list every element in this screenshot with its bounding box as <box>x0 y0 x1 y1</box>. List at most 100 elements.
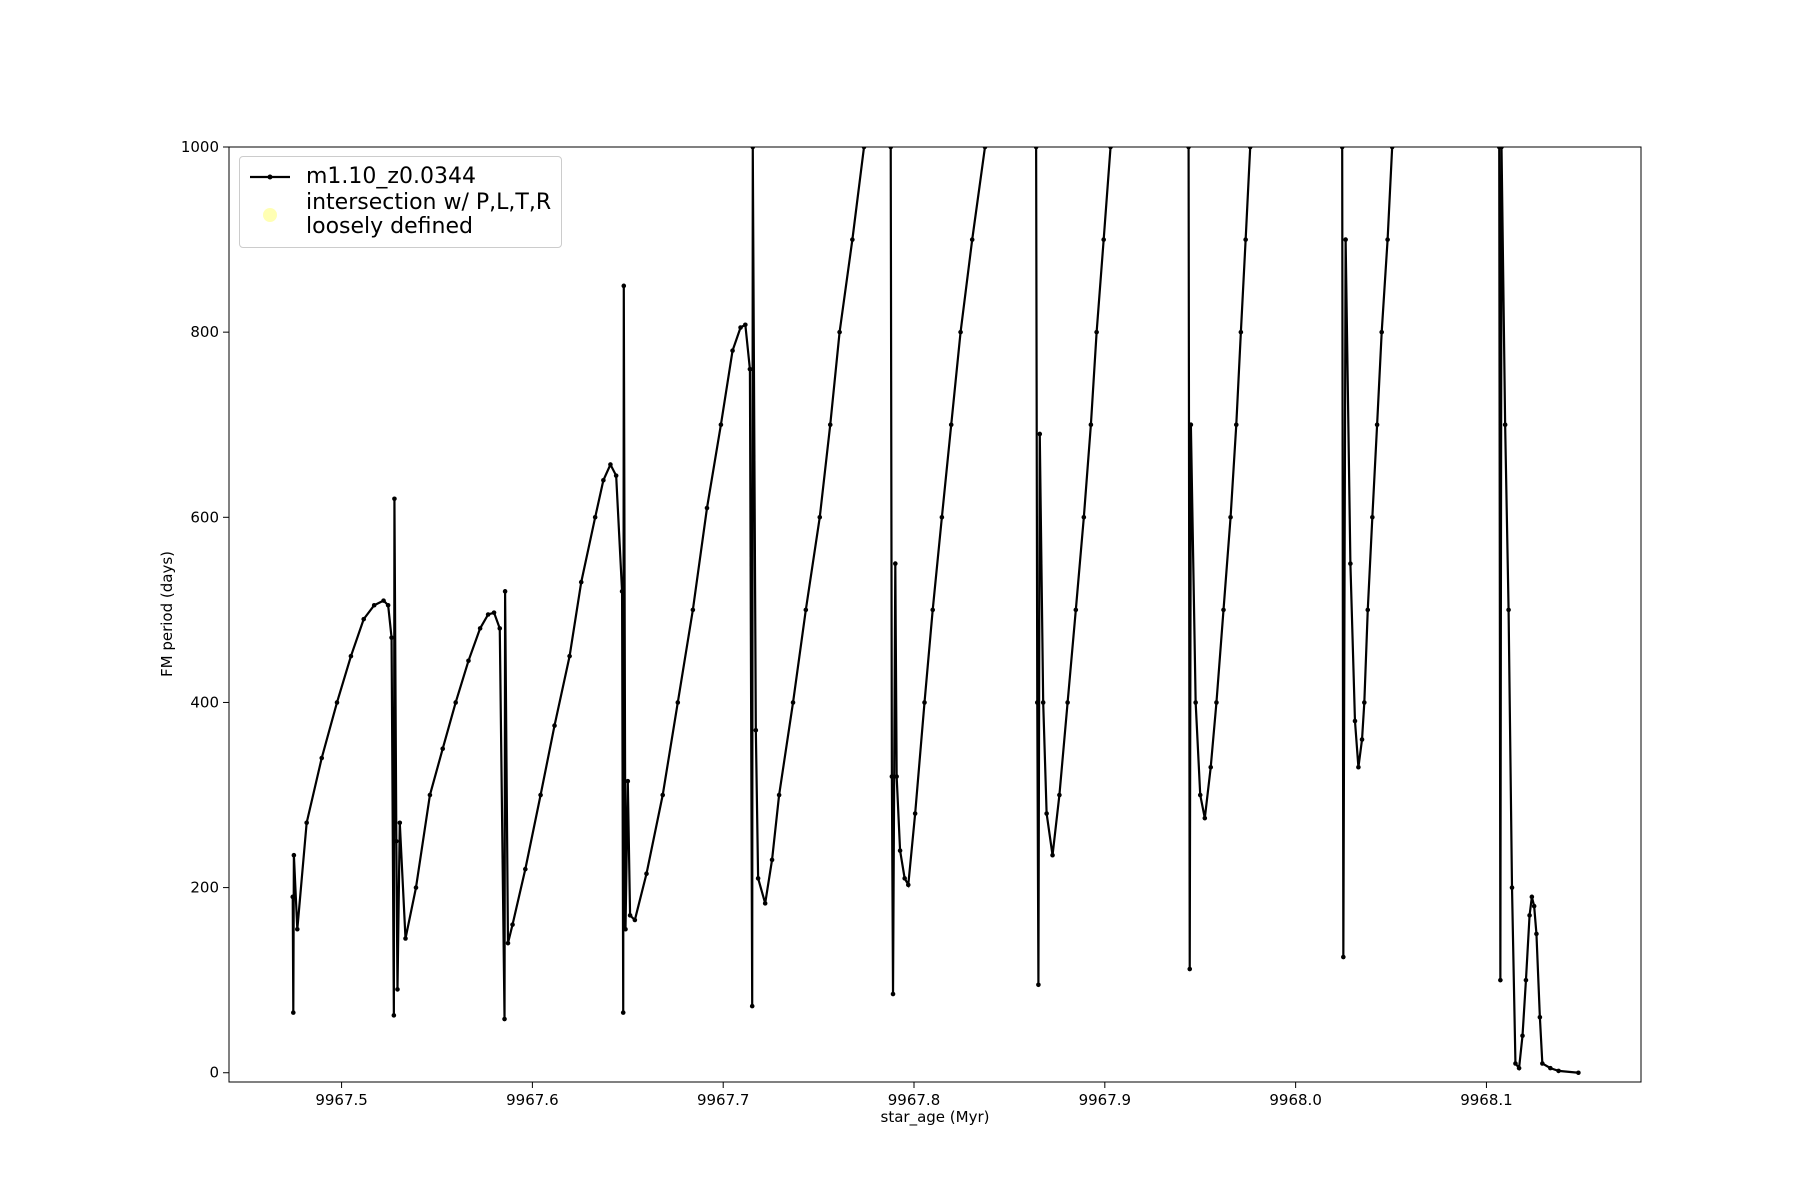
data-point <box>1188 422 1194 428</box>
data-point <box>1529 894 1535 900</box>
data-point <box>1193 700 1198 705</box>
data-point <box>827 422 833 428</box>
data-point <box>394 839 399 844</box>
data-point <box>477 626 483 631</box>
data-point <box>1186 147 1191 150</box>
data-point <box>502 1016 507 1022</box>
data-point <box>939 514 945 520</box>
data-point <box>982 147 988 150</box>
data-point <box>1034 700 1040 705</box>
legend-entry: m1.10_z0.0344 <box>248 165 551 189</box>
data-point <box>319 755 325 761</box>
data-point <box>1037 431 1043 437</box>
data-point <box>1362 700 1367 705</box>
data-point <box>304 820 309 826</box>
data-point <box>1534 931 1539 937</box>
y-axis-label: FM period (days) <box>158 551 176 677</box>
data-point <box>718 422 724 428</box>
data-point <box>861 147 867 150</box>
x-tick-label: 9967.9 <box>1079 1091 1132 1109</box>
y-tick-label: 400 <box>190 693 219 711</box>
data-point <box>397 820 403 826</box>
legend: m1.10_z0.0344 intersection w/ P,L,T,R loo… <box>239 156 563 248</box>
data-point <box>491 610 497 615</box>
data-point <box>1073 607 1079 613</box>
data-point <box>567 653 572 659</box>
data-point <box>413 885 419 890</box>
data-point <box>803 607 809 613</box>
data-point <box>837 329 842 335</box>
data-point <box>743 322 748 328</box>
data-point <box>291 852 297 858</box>
data-point <box>1221 607 1226 613</box>
data-point <box>905 882 911 888</box>
data-point <box>395 987 400 992</box>
data-point <box>621 283 627 289</box>
data-point <box>466 658 471 664</box>
data-point <box>1498 977 1503 983</box>
data-point <box>1033 147 1039 150</box>
data-point <box>755 876 761 881</box>
data-point <box>1040 700 1046 705</box>
data-point <box>660 792 666 798</box>
data-point <box>625 778 631 784</box>
data-point <box>552 723 557 728</box>
legend-entry: intersection w/ P,L,T,R loosely defined <box>248 191 551 239</box>
data-point <box>1513 1061 1518 1066</box>
data-point <box>1576 1070 1581 1076</box>
data-point <box>1540 1061 1545 1066</box>
data-point <box>948 422 954 428</box>
data-point <box>1520 1033 1525 1039</box>
data-point <box>690 607 696 613</box>
data-point <box>704 505 710 511</box>
data-point <box>1197 792 1203 798</box>
data-point <box>1527 913 1532 918</box>
data-point <box>1050 852 1055 858</box>
data-point <box>747 366 753 372</box>
plot-area <box>290 147 1581 1076</box>
data-point <box>389 635 394 640</box>
data-point <box>969 237 975 242</box>
data-point <box>1233 422 1239 428</box>
data-point <box>1356 764 1361 770</box>
data-point <box>1065 700 1070 705</box>
data-point <box>1341 954 1346 960</box>
legend-swatch <box>263 208 277 222</box>
data-point <box>440 746 446 752</box>
data-point <box>1057 792 1062 798</box>
y-tick-label: 800 <box>190 323 219 341</box>
data-point <box>453 700 458 705</box>
data-point <box>505 940 511 946</box>
legend-swatch <box>250 174 290 180</box>
data-point <box>1389 147 1395 150</box>
data-point <box>1094 329 1099 335</box>
data-point <box>1385 237 1390 242</box>
data-point <box>361 616 367 622</box>
data-point <box>290 894 296 900</box>
data-point <box>1228 514 1233 520</box>
data-point <box>1108 147 1113 150</box>
data-point <box>922 700 927 705</box>
data-point <box>1036 982 1041 988</box>
data-point <box>1088 422 1094 428</box>
data-point <box>675 700 681 705</box>
data-point <box>1509 885 1515 890</box>
data-point <box>1531 903 1537 909</box>
data-point <box>912 811 918 816</box>
data-point <box>291 1010 296 1015</box>
data-point <box>538 792 543 798</box>
data-point <box>348 653 354 659</box>
data-point <box>1208 764 1214 770</box>
data-point <box>1339 147 1345 150</box>
data-point <box>632 917 638 923</box>
x-tick-label: 9968.1 <box>1460 1091 1513 1109</box>
data-point <box>850 237 855 242</box>
data-point <box>623 926 628 932</box>
y-tick-label: 200 <box>190 879 219 897</box>
data-point <box>578 579 584 585</box>
data-point <box>730 348 735 353</box>
data-point <box>893 561 898 566</box>
x-tick-label: 9967.5 <box>315 1091 368 1109</box>
data-point <box>1365 607 1371 613</box>
